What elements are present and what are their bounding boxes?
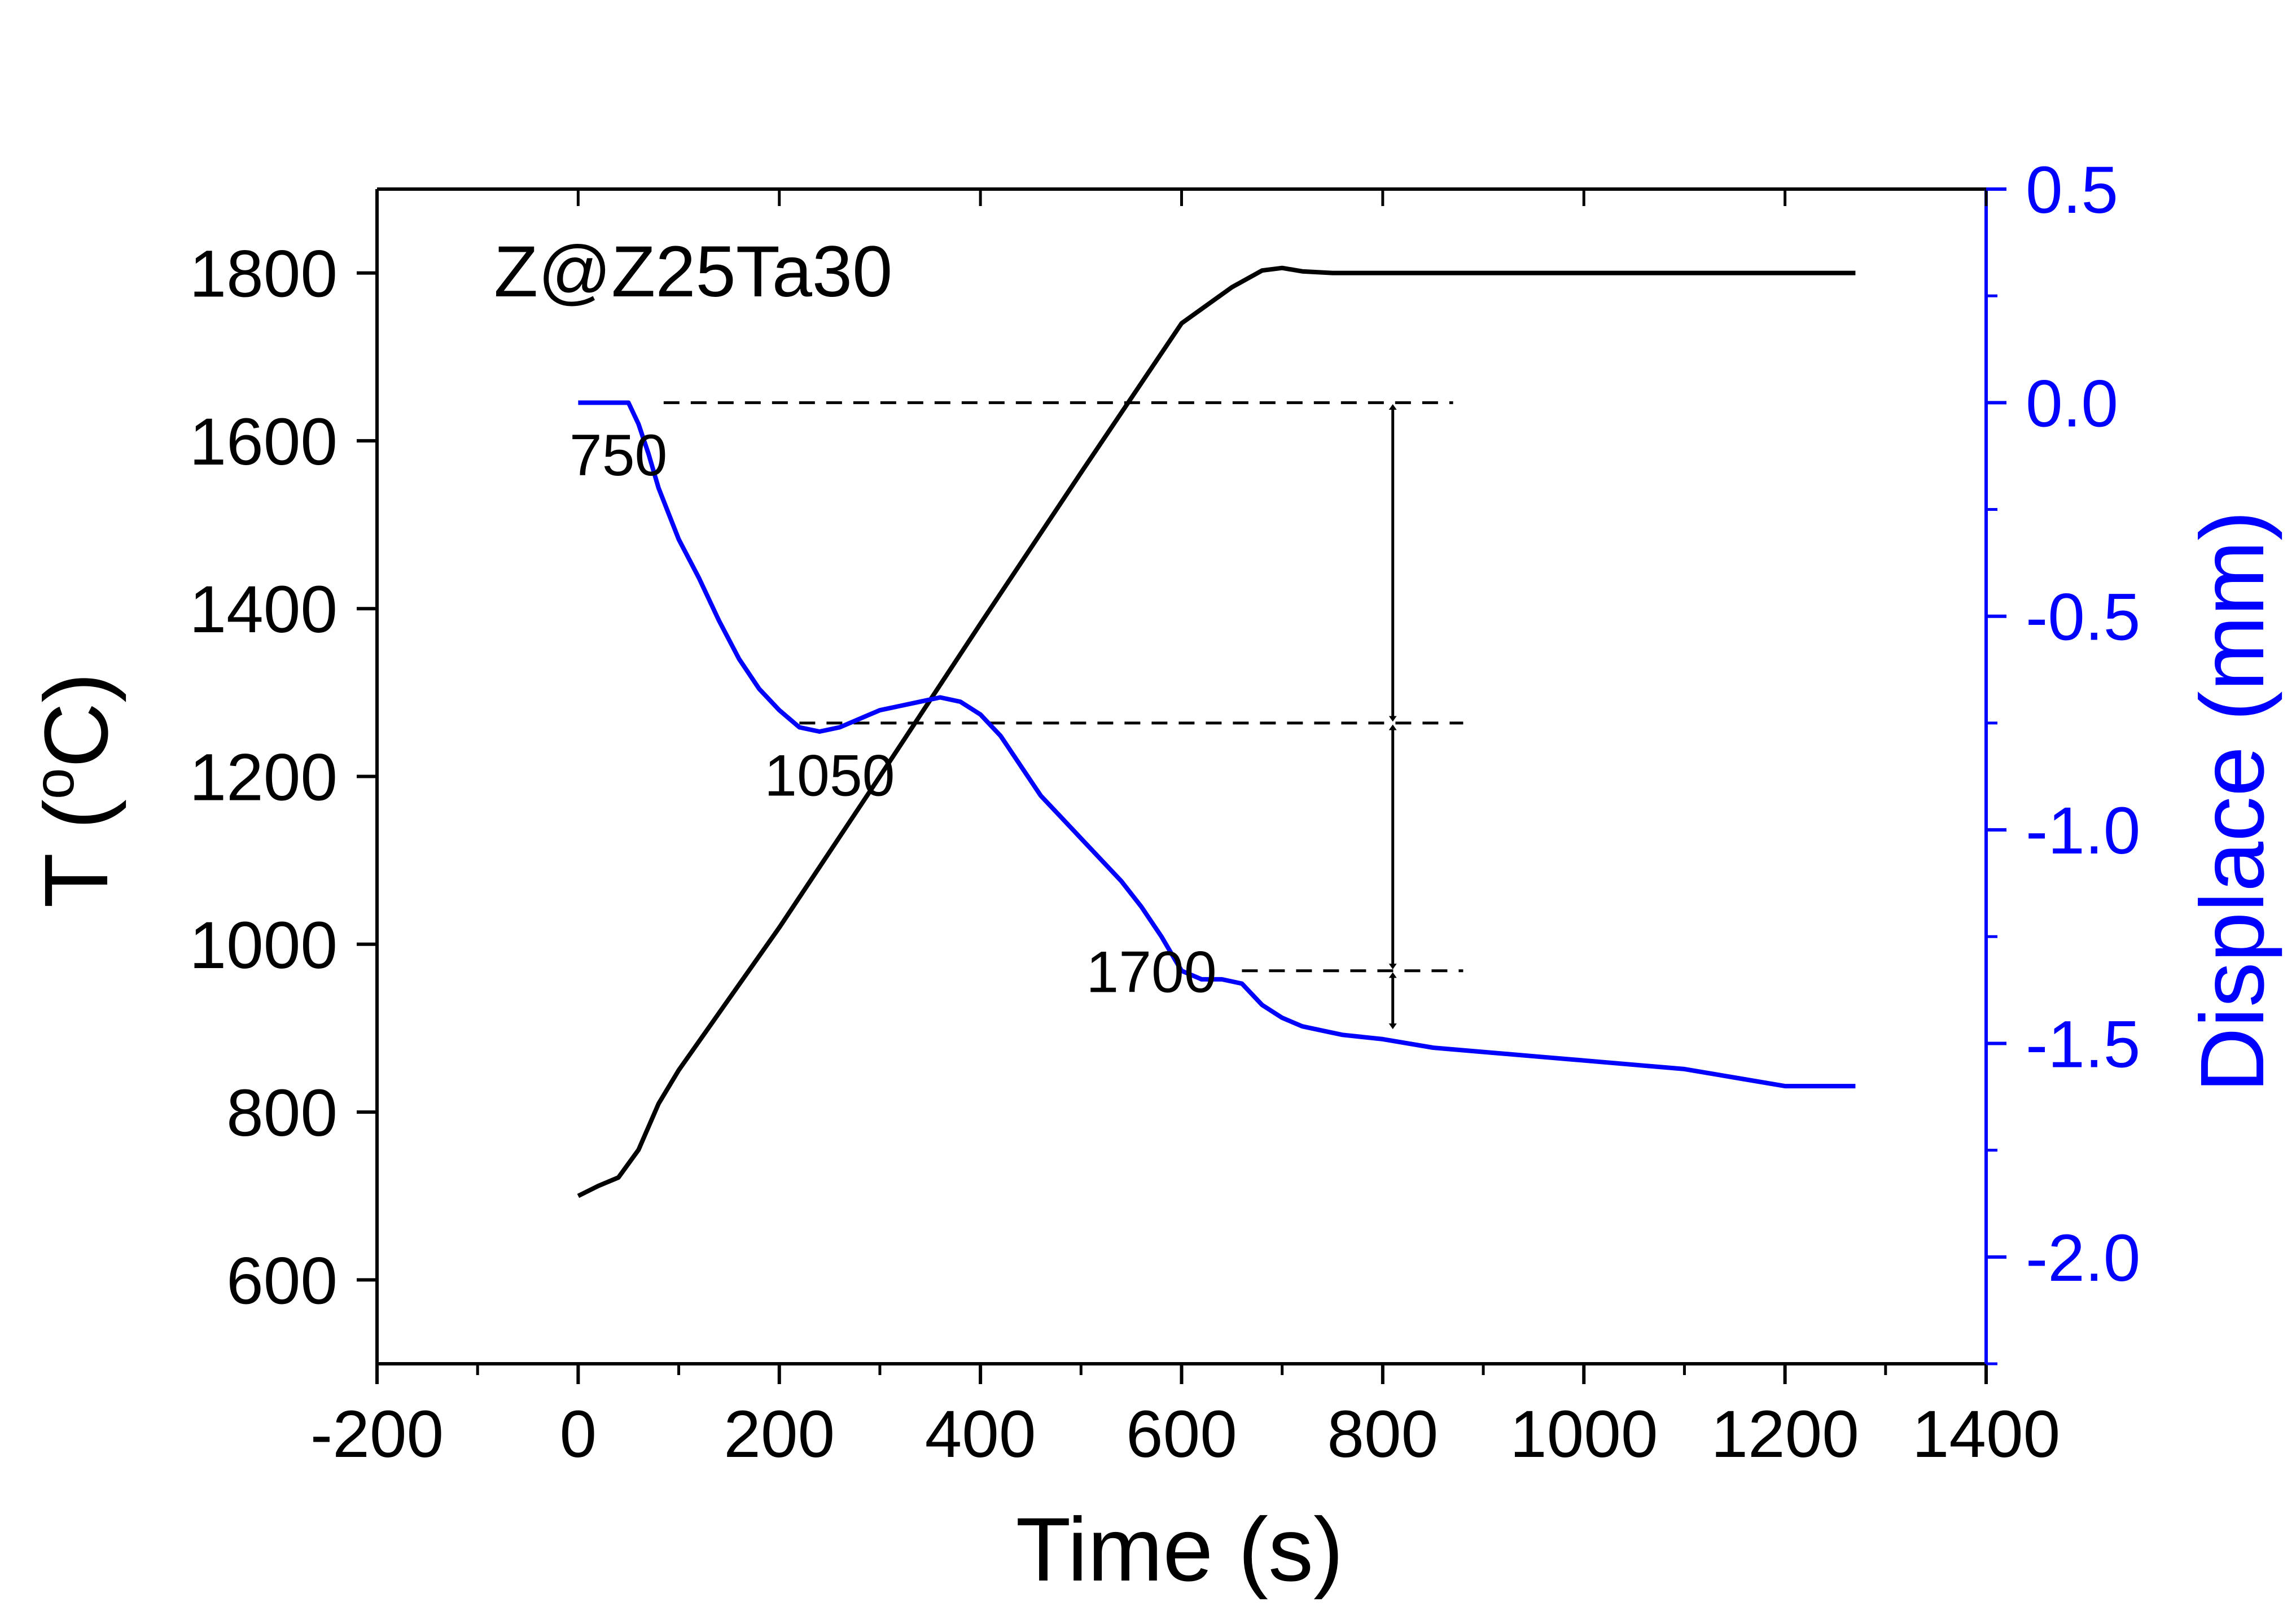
y-left-axis-title-main: T ( xyxy=(25,799,126,908)
y-left-tick-label: 1400 xyxy=(189,572,338,647)
y-right-tick-label: -2.0 xyxy=(2026,1221,2140,1295)
y-left-axis-title: T (oC) xyxy=(23,672,126,908)
sample-label: Z@Z25Ta30 xyxy=(494,231,892,312)
temperature-annotation: 1700 xyxy=(1086,940,1216,1005)
y-right-tick-label: 0.5 xyxy=(2026,153,2118,227)
y-right-tick-label: -1.0 xyxy=(2026,794,2140,868)
x-tick-label: -200 xyxy=(310,1397,444,1472)
y-right-tick-label: -1.5 xyxy=(2026,1007,2140,1082)
x-tick-label: 600 xyxy=(1126,1397,1237,1472)
temperature-series-line xyxy=(577,265,1856,1198)
x-tick-label: 200 xyxy=(724,1397,835,1472)
series-group xyxy=(577,265,1856,1198)
y-right-tick-label: 0.0 xyxy=(2026,366,2118,441)
x-tick-label: 1400 xyxy=(1912,1397,2061,1472)
y-right-axis-title: Displace (mm) xyxy=(2181,510,2282,1092)
temperature-annotation: 750 xyxy=(569,423,668,488)
y-left-tick-label: 1200 xyxy=(189,741,338,815)
y-left-tick-label: 1600 xyxy=(189,405,338,479)
y-right-tick-label: -0.5 xyxy=(2026,580,2140,655)
y-left-tick-label: 600 xyxy=(226,1244,338,1318)
x-tick-label: 1000 xyxy=(1510,1397,1658,1472)
displacement-series-line xyxy=(578,400,1856,1089)
x-tick-label: 400 xyxy=(925,1397,1036,1472)
x-tick-label: 0 xyxy=(560,1397,597,1472)
y-left-axis-title-sup: o xyxy=(23,768,86,799)
reference-lines xyxy=(663,401,1464,973)
axes-group: -200 0 200 400 600 800 1000 1200 1400 600 800 1000 1… xyxy=(189,153,2140,1472)
temperature-annotation: 1050 xyxy=(764,743,895,809)
y-left-tick-label: 800 xyxy=(226,1076,338,1150)
labels-group: Z@Z25Ta30 Time (s) T (oC) Displace (mm) … xyxy=(23,231,2282,1600)
x-tick-label: 800 xyxy=(1327,1397,1438,1472)
x-axis-title: Time (s) xyxy=(1016,1499,1344,1600)
y-left-tick-label: 1000 xyxy=(189,908,338,983)
y-left-tick-label: 1800 xyxy=(189,237,338,312)
y-left-axis-title-tail: C) xyxy=(25,672,126,768)
x-tick-label: 1200 xyxy=(1711,1397,1859,1472)
